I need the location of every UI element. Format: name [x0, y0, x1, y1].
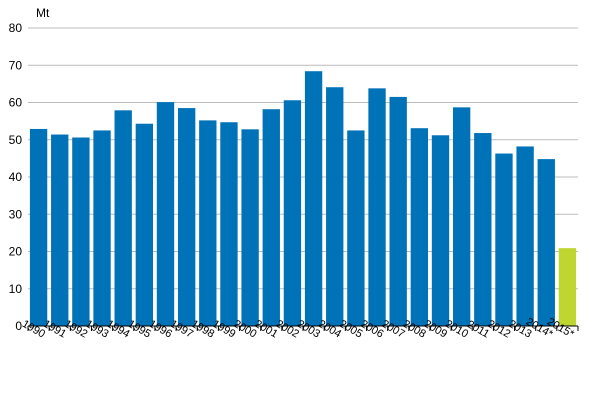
bar [495, 153, 513, 326]
y-tick-label: 30 [9, 207, 23, 221]
bar [199, 120, 217, 326]
y-tick-label: 40 [9, 170, 23, 184]
bar [283, 100, 302, 326]
bar [431, 135, 450, 326]
x-axis-tick-marks [27, 326, 579, 331]
bar [241, 129, 259, 326]
bar [72, 137, 90, 326]
bar [156, 102, 175, 326]
bar [114, 110, 132, 326]
bar [326, 87, 344, 326]
bar [29, 128, 48, 326]
bar [347, 130, 365, 326]
y-axis-tick-labels: 0 10 20 30 40 50 60 70 80 [9, 21, 23, 333]
bar [262, 109, 280, 326]
y-tick-label: 60 [9, 96, 23, 110]
bar [474, 133, 492, 326]
y-tick-label: 80 [9, 21, 23, 35]
bar [410, 128, 429, 326]
y-tick-label: 20 [9, 245, 23, 259]
bar [304, 71, 323, 327]
bar [537, 159, 555, 326]
bar [389, 96, 407, 326]
y-tick-label: 50 [9, 133, 23, 147]
bar [177, 108, 196, 327]
bar [452, 107, 471, 326]
bar [135, 123, 154, 326]
y-tick-label: 0 [15, 319, 22, 333]
bar [558, 248, 577, 326]
y-tick-label: 70 [9, 58, 23, 72]
bar [93, 130, 111, 326]
y-tick-label: 10 [9, 282, 23, 296]
bar [516, 146, 534, 326]
bars [29, 71, 577, 327]
y-unit-label: Mt [36, 6, 50, 20]
bar [368, 88, 386, 326]
bar [51, 134, 69, 326]
bar [220, 122, 238, 327]
